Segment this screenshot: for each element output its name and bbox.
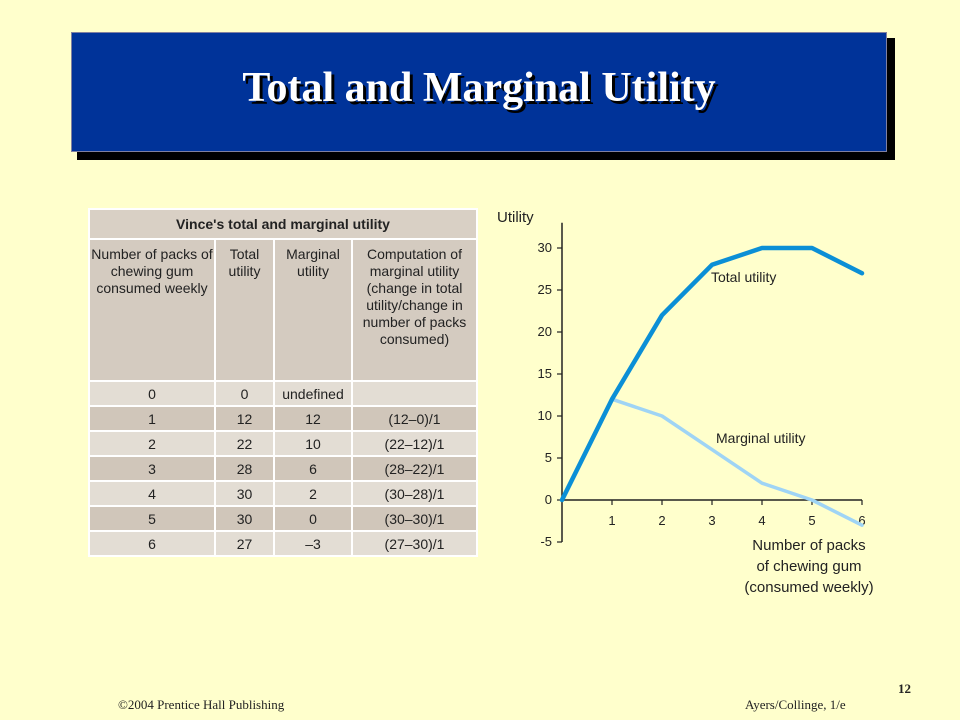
total-utility-label: Total utility [711,269,776,285]
table-cell: 1 [88,405,216,432]
table-cell: 0 [273,505,353,532]
x-tick-label: 6 [858,513,865,528]
utility-table: Vince's total and marginal utility Numbe… [88,208,478,557]
x-axis-label-line: Number of packs [752,537,865,554]
table-cell: 27 [214,530,275,557]
table-cell: 10 [273,430,353,457]
table-cell: 12 [214,405,275,432]
y-tick-label: -5 [540,534,552,549]
page-number: 12 [898,681,911,696]
x-tick-label: 3 [708,513,715,528]
table-caption: Vince's total and marginal utility [88,208,478,240]
table-cell [351,380,478,407]
table-cell: 0 [214,380,275,407]
table-cell: 2 [88,430,216,457]
table-cell: 6 [273,455,353,482]
y-tick-label: 10 [538,408,552,423]
table-row: 2 22 10 (22–12)/1 [88,430,478,457]
table-cell: (22–12)/1 [351,430,478,457]
table-cell: 2 [273,480,353,507]
table-cell: 0 [88,380,216,407]
footer-copyright: ©2004 Prentice Hall Publishing [118,697,285,712]
table-row: 6 27 –3 (27–30)/1 [88,530,478,557]
y-tick-label: 5 [545,450,552,465]
marginal-utility-label: Marginal utility [716,430,805,446]
y-axis-label: Utility [497,209,534,226]
table-cell: undefined [273,380,353,407]
x-tick-label: 5 [808,513,815,528]
utility-chart: -5 0 5 10 15 20 25 30 1 2 3 4 5 6 Utility Number of pac… [497,209,874,596]
table-row: 1 12 12 (12–0)/1 [88,405,478,432]
table-cell: (12–0)/1 [351,405,478,432]
x-tick-label: 2 [658,513,665,528]
title-banner: Total and Marginal Utility [71,32,887,152]
x-axis-label-line: (consumed weekly) [744,579,873,596]
table-cell: 28 [214,455,275,482]
marginal-utility-line [610,397,864,527]
table-row: 5 30 0 (30–30)/1 [88,505,478,532]
header-marginal-utility: Marginal utility [273,238,353,382]
table-cell: 30 [214,480,275,507]
header-computation: Computation of marginal utility (change … [351,238,478,382]
table-row: 0 0 undefined [88,380,478,407]
y-tick-label: 25 [538,282,552,297]
table-cell: 4 [88,480,216,507]
table-body: 0 0 undefined 1 12 12 (12–0)/1 2 22 10 (22–12)/1 3 2… [88,380,478,557]
table-cell: (28–22)/1 [351,455,478,482]
table-cell: (30–30)/1 [351,505,478,532]
table-cell: 5 [88,505,216,532]
footer-authors: Ayers/Collinge, 1/e [745,697,846,712]
table-cell: 12 [273,405,353,432]
y-tick-label: 0 [545,492,552,507]
y-tick-label: 20 [538,324,552,339]
y-tick-label: 30 [538,240,552,255]
x-axis-label-line: of chewing gum [756,558,861,575]
table-cell: 30 [214,505,275,532]
x-tick-label: 1 [608,513,615,528]
header-packs: Number of packs of chewing gum consumed … [88,238,216,382]
total-utility-line [559,245,865,503]
table-cell: 22 [214,430,275,457]
page-title: Total and Marginal Utility [242,65,716,111]
table-row: 3 28 6 (28–22)/1 [88,455,478,482]
header-total-utility: Total utility [214,238,275,382]
table-cell: 6 [88,530,216,557]
y-tick-label: 15 [538,366,552,381]
table-cell: –3 [273,530,353,557]
table-cell: 3 [88,455,216,482]
table-row: 4 30 2 (30–28)/1 [88,480,478,507]
x-tick-label: 4 [758,513,765,528]
table-cell: (30–28)/1 [351,480,478,507]
table-cell: (27–30)/1 [351,530,478,557]
